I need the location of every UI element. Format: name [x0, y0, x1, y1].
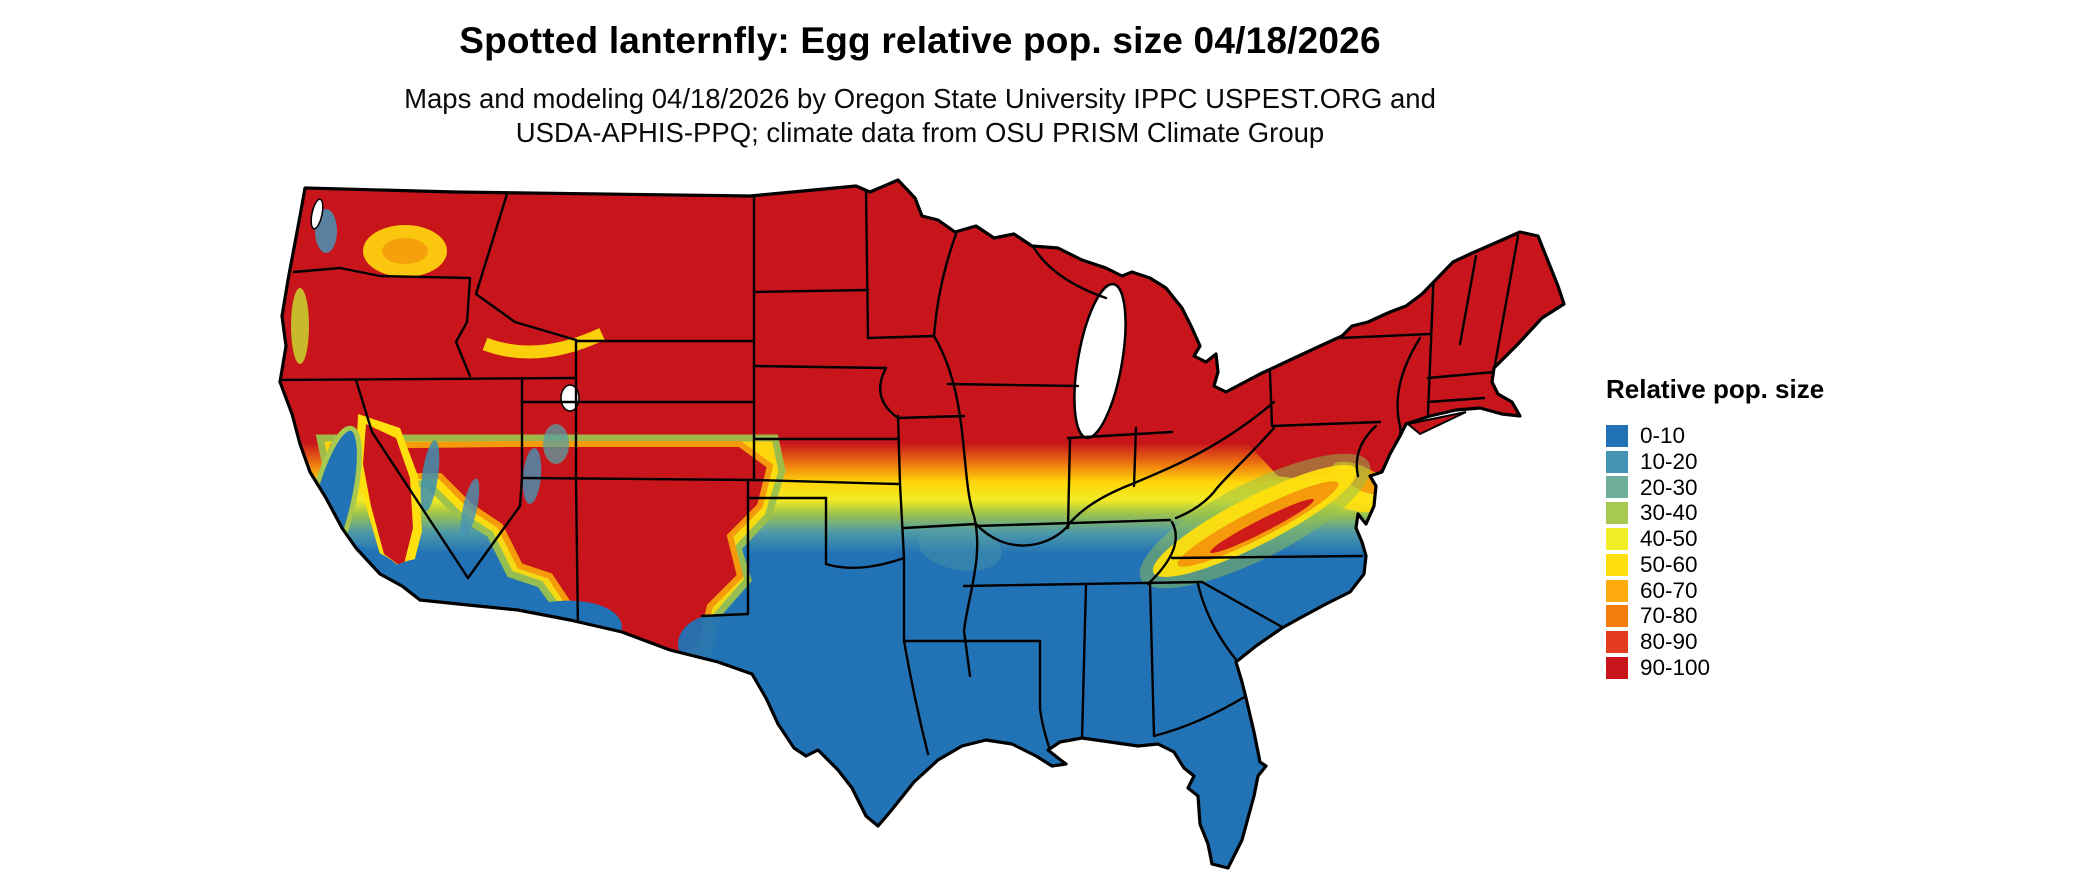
willamette-valley-green — [291, 288, 309, 364]
legend-swatch — [1606, 579, 1628, 602]
legend-title: Relative pop. size — [1606, 374, 1825, 404]
figure-subtitle: Maps and modeling 04/18/2026 by Oregon S… — [0, 82, 1840, 150]
basin-streak-2 — [460, 478, 480, 538]
legend-item-label: 90-100 — [1640, 655, 1711, 681]
salt-lake-desert-teal — [543, 424, 569, 464]
legend-item: 10-20 — [1606, 449, 1824, 475]
legend-item-label: 40-50 — [1640, 526, 1698, 552]
subtitle-line-2: USDA-APHIS-PPQ; climate data from OSU PR… — [515, 117, 1325, 149]
page-title: Spotted lanternfly: Egg relative pop. si… — [459, 20, 1381, 61]
legend-swatch — [1606, 657, 1628, 680]
us-choropleth-map — [278, 178, 1566, 870]
legend-item-label: 20-30 — [1640, 474, 1698, 500]
legend-item: 50-60 — [1606, 552, 1824, 578]
basin-streak-3 — [522, 448, 542, 504]
legend: Relative pop. size 0-10 10-20 20-30 30-4… — [1606, 374, 1824, 681]
legend-item-label: 50-60 — [1640, 551, 1698, 577]
legend-swatch — [1606, 631, 1628, 654]
southern-nm-blue — [678, 614, 762, 674]
state-borders — [280, 186, 1520, 756]
legend-swatch — [1606, 502, 1628, 525]
legend-swatch — [1606, 476, 1628, 499]
legend-item: 20-30 — [1606, 475, 1824, 501]
basin-streak-1 — [420, 440, 440, 512]
legend-item: 30-40 — [1606, 500, 1824, 526]
legend-swatch — [1606, 424, 1628, 447]
long-island — [1405, 411, 1467, 436]
legend-item-label: 10-20 — [1640, 448, 1698, 474]
legend-item-label: 80-90 — [1640, 629, 1698, 655]
legend-item: 40-50 — [1606, 526, 1824, 552]
legend-item: 60-70 — [1606, 578, 1824, 604]
columbia-basin-orange — [382, 238, 428, 264]
legend-item: 0-10 — [1606, 423, 1824, 449]
legend-item: 70-80 — [1606, 603, 1824, 630]
us-outline — [278, 178, 1566, 870]
legend-item-label: 70-80 — [1640, 603, 1698, 629]
appalachian-red-ridge — [1210, 499, 1314, 553]
map-fill-layer — [280, 180, 1564, 868]
legend-swatch — [1606, 528, 1628, 551]
legend-item-label: 30-40 — [1640, 500, 1698, 526]
legend-swatch — [1606, 605, 1628, 628]
ozark-teal-tint — [918, 525, 1002, 571]
great-salt-lake — [560, 384, 580, 412]
legend-item-label: 60-70 — [1640, 577, 1698, 603]
legend-item: 90-100 — [1606, 655, 1824, 681]
legend-swatch — [1606, 553, 1628, 576]
legend-item: 80-90 — [1606, 629, 1824, 655]
puget-sound — [310, 198, 324, 230]
sierra-red-strip — [363, 424, 413, 568]
legend-item-label: 0-10 — [1640, 422, 1686, 448]
legend-swatch — [1606, 450, 1628, 473]
subtitle-line-1: Maps and modeling 04/18/2026 by Oregon S… — [404, 83, 1436, 114]
